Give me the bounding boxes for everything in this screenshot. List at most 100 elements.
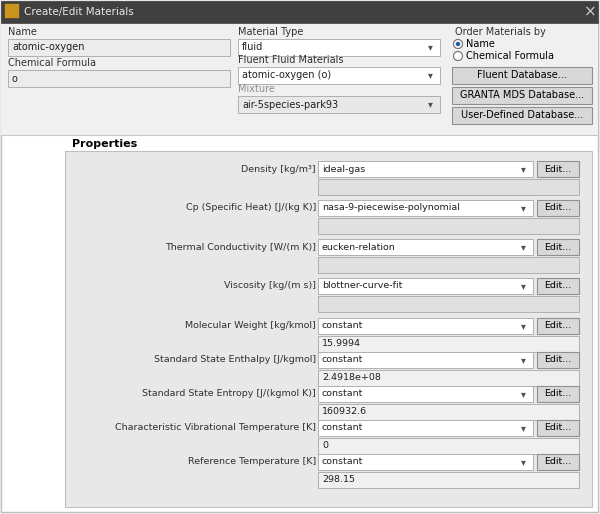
Bar — [8, 39, 230, 56]
Text: Density [kg/m³]: Density [kg/m³] — [241, 164, 316, 174]
Bar — [318, 404, 579, 420]
Circle shape — [454, 51, 463, 61]
Text: ideal-gas: ideal-gas — [322, 164, 365, 174]
Text: Chemical Formula: Chemical Formula — [8, 58, 96, 68]
Bar — [318, 257, 579, 273]
Text: o: o — [12, 74, 18, 83]
Text: constant: constant — [322, 457, 364, 467]
Text: ▾: ▾ — [521, 164, 526, 174]
Bar — [537, 161, 579, 177]
Bar — [318, 336, 579, 352]
Text: 15.9994: 15.9994 — [322, 340, 361, 348]
Bar — [537, 200, 579, 216]
Text: Order Materials by: Order Materials by — [455, 27, 546, 37]
Text: 2.4918e+08: 2.4918e+08 — [322, 374, 381, 382]
Text: Edit...: Edit... — [544, 356, 572, 364]
Text: GRANTA MDS Database...: GRANTA MDS Database... — [460, 90, 584, 101]
Circle shape — [454, 40, 463, 48]
Bar — [318, 472, 579, 488]
Bar — [318, 370, 579, 386]
Text: ▾: ▾ — [521, 242, 526, 252]
Text: Create/Edit Materials: Create/Edit Materials — [24, 7, 134, 17]
Text: Fluent Fluid Materials: Fluent Fluid Materials — [238, 55, 343, 65]
Bar — [8, 70, 230, 87]
Circle shape — [456, 42, 460, 46]
Text: Molecular Weight [kg/kmol]: Molecular Weight [kg/kmol] — [185, 321, 316, 331]
Bar — [318, 386, 533, 402]
Text: constant: constant — [322, 321, 364, 331]
Bar — [238, 96, 440, 113]
Bar — [65, 151, 592, 507]
Text: ×: × — [584, 5, 596, 20]
Text: Name: Name — [466, 39, 495, 49]
Text: Viscosity [kg/(m s)]: Viscosity [kg/(m s)] — [224, 282, 316, 290]
Bar — [1, 1, 598, 23]
Text: Edit...: Edit... — [544, 390, 572, 398]
Bar — [452, 107, 592, 124]
Text: Chemical Formula: Chemical Formula — [466, 51, 554, 61]
Bar — [318, 218, 579, 234]
Text: Standard State Entropy [J/(kgmol K)]: Standard State Entropy [J/(kgmol K)] — [142, 390, 316, 398]
Text: Thermal Conductivity [W/(m K)]: Thermal Conductivity [W/(m K)] — [165, 243, 316, 251]
Bar — [452, 87, 592, 104]
Bar — [537, 278, 579, 294]
Text: User-Defined Database...: User-Defined Database... — [461, 111, 583, 120]
Text: ▾: ▾ — [521, 321, 526, 331]
Text: 298.15: 298.15 — [322, 475, 355, 485]
Bar — [238, 39, 440, 56]
Bar — [537, 352, 579, 368]
Text: ▾: ▾ — [521, 457, 526, 467]
Text: 160932.6: 160932.6 — [322, 408, 367, 416]
Bar — [238, 67, 440, 84]
Text: Material Type: Material Type — [238, 27, 304, 37]
Text: Standard State Enthalpy [J/kgmol]: Standard State Enthalpy [J/kgmol] — [154, 356, 316, 364]
Text: Reference Temperature [K]: Reference Temperature [K] — [188, 457, 316, 467]
Text: Edit...: Edit... — [544, 282, 572, 290]
Bar — [318, 318, 533, 334]
Bar — [537, 454, 579, 470]
Text: Properties: Properties — [72, 139, 137, 149]
Bar — [1, 23, 598, 136]
Text: constant: constant — [322, 390, 364, 398]
Text: ▾: ▾ — [428, 43, 433, 52]
Text: ▾: ▾ — [428, 70, 433, 81]
Bar — [318, 278, 533, 294]
Text: eucken-relation: eucken-relation — [322, 243, 396, 251]
Bar — [537, 318, 579, 334]
Text: constant: constant — [322, 424, 364, 432]
Text: ▾: ▾ — [521, 203, 526, 213]
Text: atomic-oxygen: atomic-oxygen — [12, 43, 85, 52]
Text: Edit...: Edit... — [544, 424, 572, 432]
Bar — [318, 438, 579, 454]
Text: ▾: ▾ — [521, 389, 526, 399]
Bar — [318, 454, 533, 470]
Bar — [318, 420, 533, 436]
Text: Characteristic Vibrational Temperature [K]: Characteristic Vibrational Temperature [… — [115, 424, 316, 432]
Text: Mixture: Mixture — [238, 84, 275, 94]
Text: air-5species-park93: air-5species-park93 — [242, 100, 338, 109]
Text: Cp (Specific Heat) [J/(kg K)]: Cp (Specific Heat) [J/(kg K)] — [185, 204, 316, 212]
Bar — [5, 4, 19, 18]
Text: nasa-9-piecewise-polynomial: nasa-9-piecewise-polynomial — [322, 204, 460, 212]
Bar — [318, 296, 579, 312]
Bar — [318, 200, 533, 216]
Bar — [537, 239, 579, 255]
Bar — [452, 67, 592, 84]
Text: ▾: ▾ — [521, 281, 526, 291]
Text: ▾: ▾ — [428, 100, 433, 109]
Text: fluid: fluid — [242, 43, 263, 52]
Text: Edit...: Edit... — [544, 204, 572, 212]
Bar — [318, 179, 579, 195]
Text: ▾: ▾ — [521, 355, 526, 365]
Bar — [537, 420, 579, 436]
Text: Edit...: Edit... — [544, 321, 572, 331]
Bar — [537, 386, 579, 402]
Text: Name: Name — [8, 27, 37, 37]
Bar — [318, 161, 533, 177]
Text: blottner-curve-fit: blottner-curve-fit — [322, 282, 403, 290]
Text: Edit...: Edit... — [544, 164, 572, 174]
Bar — [318, 239, 533, 255]
Bar — [318, 352, 533, 368]
Text: atomic-oxygen (o): atomic-oxygen (o) — [242, 70, 331, 81]
Text: Fluent Database...: Fluent Database... — [477, 70, 567, 81]
